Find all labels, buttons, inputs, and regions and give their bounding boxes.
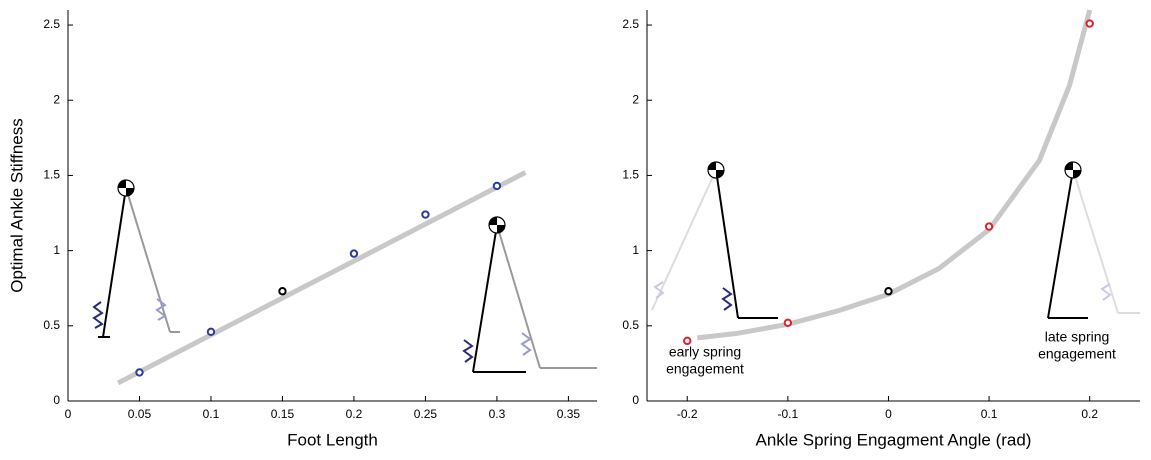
x-axis-label: Ankle Spring Engagment Angle (rad) (756, 430, 1032, 449)
y-tick-label: 0.5 (43, 318, 60, 332)
y-tick-label: 1 (632, 243, 639, 257)
mass-quarter (1065, 162, 1073, 170)
point (683, 336, 692, 346)
fit-line (697, 9, 1093, 341)
y-tick-label: 2 (632, 92, 639, 106)
mass-quarter (126, 188, 134, 196)
point (984, 222, 994, 231)
x-tick-label: 0.05 (128, 407, 152, 421)
x-tick-label: 0.25 (414, 407, 438, 421)
point (206, 327, 216, 337)
x-tick-label: -0.1 (778, 407, 799, 421)
annotation: late spring (1045, 329, 1110, 345)
x-tick-label: 0.2 (1081, 407, 1098, 421)
mass-quarter (708, 162, 716, 170)
x-tick-label: 0.1 (981, 407, 998, 421)
y-tick-label: 2.5 (622, 17, 639, 31)
mass-quarter (118, 180, 126, 188)
annotation: early spring (669, 344, 741, 360)
x-tick-label: 0.3 (489, 407, 506, 421)
point (884, 287, 893, 296)
x-axis-label: Foot Length (287, 430, 378, 449)
point (492, 181, 502, 191)
y-tick-label: 0 (53, 393, 60, 407)
y-tick-label: 1 (53, 243, 60, 257)
y-axis-label: Optimal Ankle Stiffness (7, 118, 26, 293)
point (421, 210, 430, 219)
point (135, 368, 144, 377)
x-tick-label: 0.35 (557, 407, 581, 421)
cartoon (92, 169, 1140, 373)
mass-quarter (716, 170, 724, 178)
x-tick-label: 0.15 (271, 407, 295, 421)
x-tick-label: 0.2 (346, 407, 363, 421)
mass-quarter (497, 225, 505, 233)
mass-quarter (489, 217, 497, 225)
x-tick-label: -0.2 (677, 407, 698, 421)
point (783, 318, 793, 327)
y-tick-label: 1.5 (622, 168, 639, 182)
y-tick-label: 1.5 (43, 168, 60, 182)
annotation: engagement (1038, 346, 1116, 362)
y-tick-label: 0 (632, 393, 639, 407)
x-tick-label: 0.1 (203, 407, 220, 421)
y-tick-label: 0.5 (622, 318, 639, 332)
y-tick-label: 2 (53, 92, 60, 106)
y-tick-label: 2.5 (43, 17, 60, 31)
point (1085, 19, 1094, 28)
mass-quarter (1073, 170, 1081, 178)
x-tick-label: 0 (885, 407, 892, 421)
x-tick-label: 0 (65, 407, 72, 421)
fit-line (116, 170, 527, 386)
point (278, 287, 287, 296)
point (349, 249, 359, 258)
cartoon-masses (117, 161, 1082, 234)
annotation: engagement (666, 361, 744, 377)
